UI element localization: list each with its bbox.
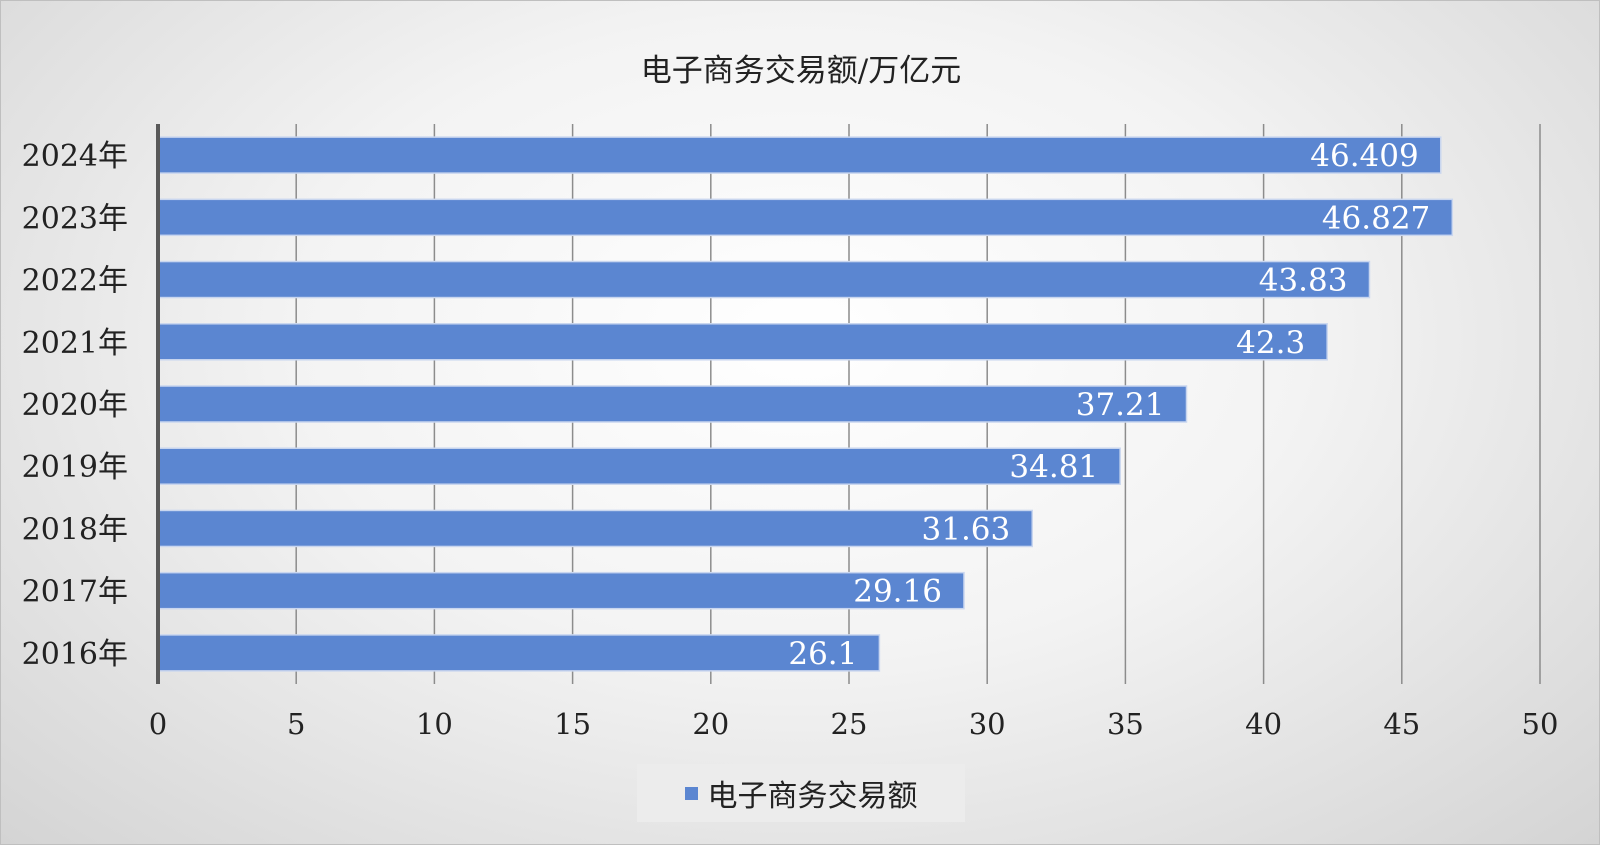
x-tick-label: 25	[831, 707, 868, 741]
bar	[157, 509, 1034, 548]
bar	[157, 634, 881, 672]
data-label: 37.21	[1076, 387, 1165, 423]
y-tick-label: 2020年	[22, 388, 128, 423]
x-tick-label: 40	[1245, 707, 1282, 741]
bar	[157, 571, 965, 610]
y-tick-label: 2018年	[22, 512, 128, 547]
chart-title: 电子商务交易额/万亿元	[640, 53, 962, 89]
x-tick-label: 10	[416, 707, 453, 741]
bar	[157, 198, 1454, 237]
data-label: 46.827	[1322, 200, 1430, 236]
x-tick-label: 35	[1107, 707, 1144, 741]
bar	[157, 136, 1442, 174]
x-tick-label: 45	[1383, 707, 1420, 741]
bar	[157, 385, 1188, 423]
data-label: 34.81	[1009, 449, 1098, 485]
y-tick-label: 2017年	[22, 575, 128, 610]
legend: 电子商务交易额	[637, 764, 965, 822]
y-tick-label: 2019年	[22, 450, 128, 485]
y-tick-label: 2021年	[22, 326, 128, 361]
legend-swatch	[684, 786, 698, 800]
legend-label: 电子商务交易额	[707, 779, 918, 814]
x-tick-label: 5	[287, 707, 305, 741]
x-tick-label: 50	[1522, 707, 1559, 741]
bar	[157, 323, 1328, 361]
data-label: 42.3	[1236, 325, 1305, 361]
y-tick-label: 2024年	[22, 139, 128, 174]
y-tick-label: 2022年	[22, 264, 128, 299]
x-tick-label: 20	[692, 707, 729, 741]
data-label: 46.409	[1310, 138, 1418, 174]
x-tick-label: 15	[554, 707, 591, 741]
y-tick-label: 2016年	[22, 637, 128, 672]
x-tick-label: 30	[969, 707, 1006, 741]
bar	[157, 447, 1121, 485]
x-tick-label: 0	[149, 707, 167, 741]
data-label: 29.16	[853, 574, 942, 610]
bar	[157, 260, 1371, 299]
data-label: 26.1	[788, 636, 857, 672]
y-tick-label: 2023年	[22, 201, 128, 236]
data-label: 43.83	[1259, 263, 1348, 299]
data-label: 31.63	[922, 511, 1011, 547]
